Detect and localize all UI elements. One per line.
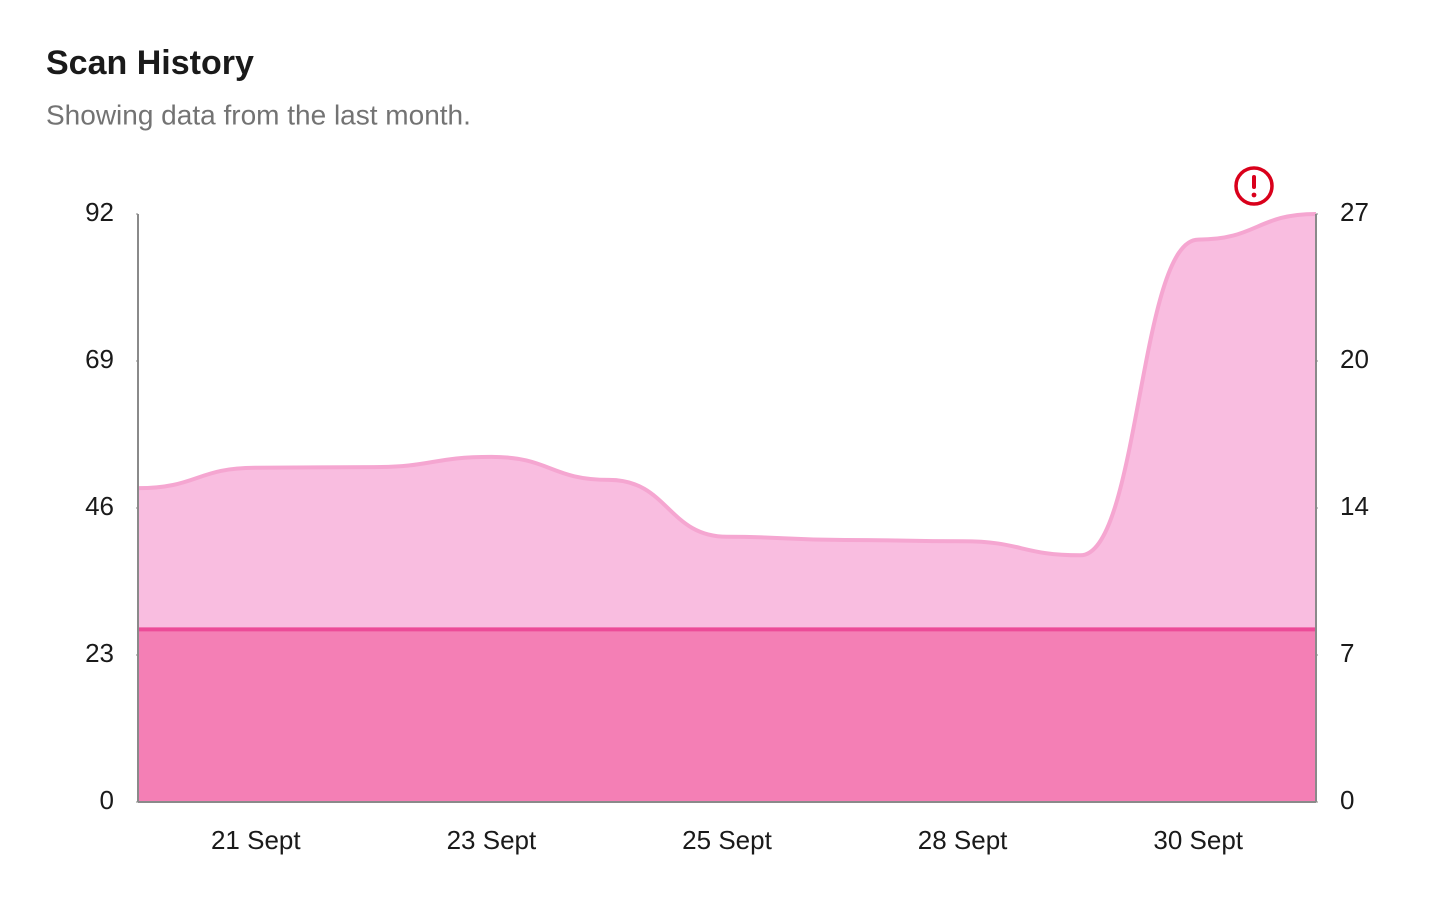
x-tick-label: 25 Sept bbox=[682, 825, 772, 855]
y2-tick-label: 27 bbox=[1340, 197, 1369, 227]
warning-icon bbox=[1234, 166, 1274, 206]
chart-subtitle: Showing data from the last month. bbox=[46, 99, 471, 130]
y-tick-label: 46 bbox=[85, 491, 114, 521]
y-tick-label: 0 bbox=[100, 785, 114, 815]
x-tick-label: 23 Sept bbox=[447, 825, 537, 855]
warning-bar bbox=[1252, 175, 1256, 189]
y2-tick-label: 14 bbox=[1340, 491, 1369, 521]
area-line bbox=[137, 212, 1317, 558]
y2-tick-label: 20 bbox=[1340, 344, 1369, 374]
y2-tick-label: 0 bbox=[1340, 785, 1354, 815]
warning-dot bbox=[1251, 192, 1257, 198]
y-tick-label: 92 bbox=[85, 197, 114, 227]
x-tick-label: 30 Sept bbox=[1153, 825, 1243, 855]
y-tick-label: 23 bbox=[85, 638, 114, 668]
y2-tick-label: 7 bbox=[1340, 638, 1354, 668]
x-tick-label: 28 Sept bbox=[918, 825, 1008, 855]
areas bbox=[137, 212, 1317, 802]
chart-title: Scan History bbox=[46, 44, 254, 82]
area bbox=[138, 629, 1316, 802]
y-tick-label: 69 bbox=[85, 344, 114, 374]
x-tick-label: 21 Sept bbox=[211, 825, 301, 855]
